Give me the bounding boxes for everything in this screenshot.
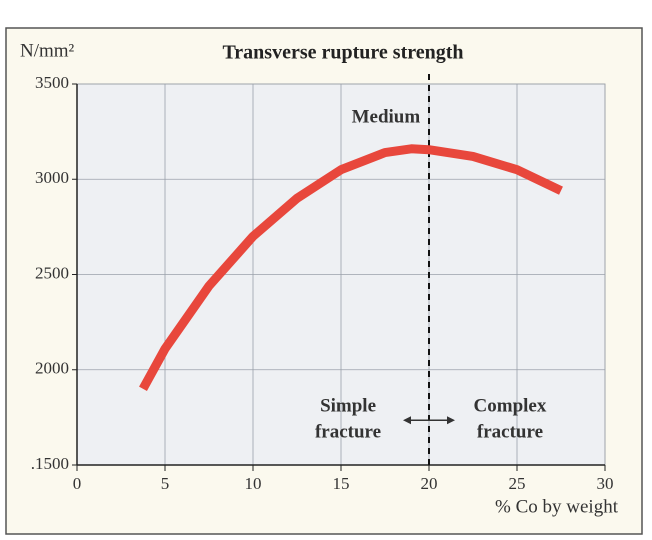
annotation: fracture [315, 422, 381, 443]
x-tick-label: 30 [597, 474, 614, 493]
y-tick-label: .1500 [31, 454, 69, 473]
y-tick-label: 2000 [35, 359, 69, 378]
y-axis-label: N/mm² [20, 40, 75, 61]
x-axis-label: % Co by weight [495, 496, 619, 517]
annotation: Simple [320, 396, 376, 417]
data-line [139, 144, 563, 391]
y-tick-label: 3500 [35, 73, 69, 92]
x-tick-label: 0 [73, 474, 82, 493]
x-tick-label: 5 [161, 474, 170, 493]
annotation: Complex [474, 396, 547, 417]
y-tick-label: 3000 [35, 168, 69, 187]
x-tick-label: 25 [509, 474, 526, 493]
y-tick-label: 2500 [35, 263, 69, 282]
chart-title: Transverse rupture strength [222, 42, 463, 64]
x-tick-label: 10 [245, 474, 262, 493]
x-tick-label: 20 [421, 474, 438, 493]
x-tick-label: 15 [333, 474, 350, 493]
annotation: Medium [352, 107, 421, 128]
annotation: fracture [477, 422, 543, 443]
